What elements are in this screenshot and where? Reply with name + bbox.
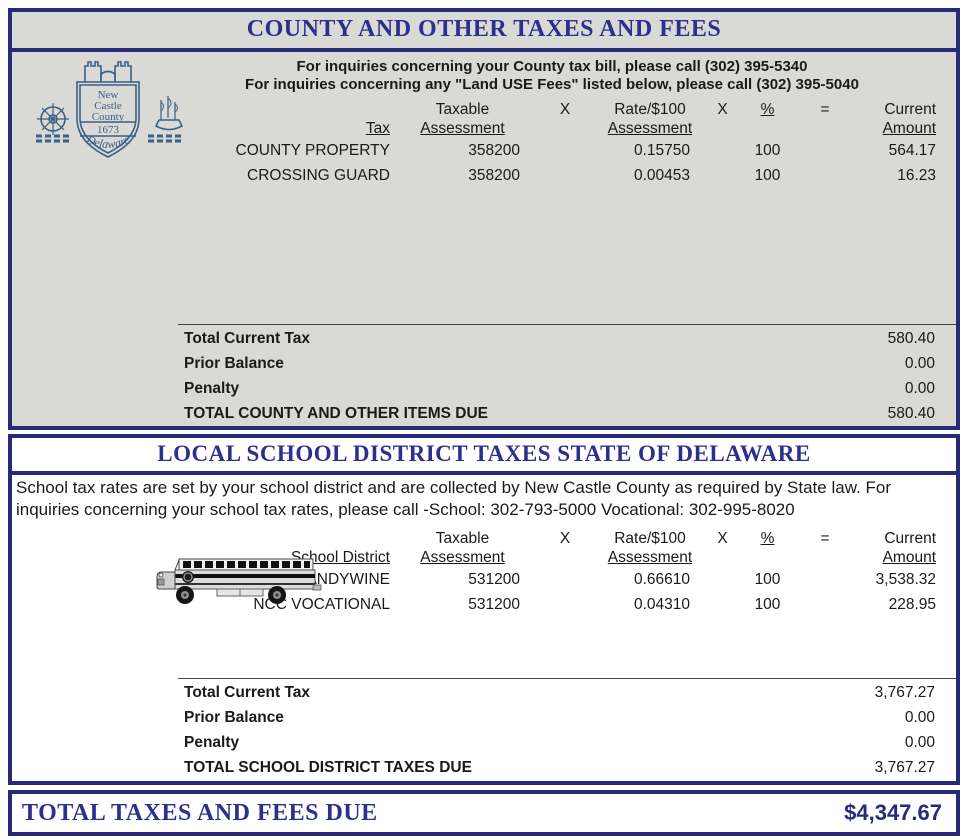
total-amount: 580.40 (887, 329, 935, 347)
row-percent: 100 (754, 571, 781, 588)
header-current-amount: Current Amount (882, 530, 936, 566)
seal-text-new: New (98, 89, 119, 101)
school-section-title: LOCAL SCHOOL DISTRICT TAXES STATE OF DEL… (12, 438, 956, 475)
school-totals: Total Current Tax 3,767.27 Prior Balance 0… (178, 678, 956, 780)
row-rate: 0.15750 (633, 142, 690, 159)
row-amount: 564.17 (888, 142, 936, 159)
header-times-2: X (717, 101, 728, 118)
county-totals: Total Current Tax 580.40 Prior Balance 0.0… (178, 324, 956, 426)
row-tax-name: COUNTY PROPERTY (235, 142, 390, 159)
total-row: Prior Balance 0.00 (178, 705, 956, 730)
total-label: Total Current Tax (184, 683, 311, 701)
school-section: LOCAL SCHOOL DISTRICT TAXES STATE OF DEL… (8, 434, 960, 785)
total-label: Total Current Tax (184, 329, 311, 347)
table-row: NCC VOCATIONAL 531200 0.04310 100 228.95 (12, 592, 956, 617)
row-assessment: 531200 (468, 571, 520, 588)
total-row: Prior Balance 0.00 (178, 351, 956, 376)
total-amount: 0.00 (904, 708, 935, 726)
total-row: Penalty 0.00 (178, 376, 956, 401)
school-intro-text: School tax rates are set by your school … (16, 478, 891, 519)
row-rate: 0.66610 (633, 571, 690, 588)
header-school-district: School District (290, 549, 390, 566)
county-inquiry-line-1: For inquiries concerning your County tax… (296, 58, 808, 75)
seal-text-year: 1673 (97, 124, 120, 136)
total-label: TOTAL SCHOOL DISTRICT TAXES DUE (184, 758, 472, 776)
header-times-1: X (559, 530, 571, 547)
header-equals: = (820, 101, 830, 118)
grand-total-bar: TOTAL TAXES AND FEES DUE $4,347.67 (8, 790, 960, 836)
row-percent: 100 (754, 142, 781, 159)
header-percent: % (760, 530, 775, 547)
row-rate: 0.04310 (633, 596, 690, 613)
header-rate: Rate/$100 Assessment (607, 530, 693, 566)
grand-total-amount: $4,347.67 (844, 800, 942, 825)
row-assessment: 531200 (468, 596, 520, 613)
total-row-grand: TOTAL SCHOOL DISTRICT TAXES DUE 3,767.27 (178, 755, 956, 780)
row-percent: 100 (754, 596, 781, 613)
school-table-header: School District Taxable Assessment X Rate… (12, 529, 956, 567)
table-row: CROSSING GUARD 358200 0.00453 100 16.23 (12, 163, 956, 188)
total-amount: 580.40 (887, 404, 935, 422)
header-taxable-assessment: Taxable Assessment (420, 101, 505, 137)
header-equals: = (820, 530, 830, 547)
seal-text-castle: Castle (94, 100, 122, 112)
new-castle-county-seal: New Castle County 1673 Delaware (32, 56, 184, 170)
seal-text-county: County (92, 111, 125, 123)
total-label: TOTAL COUNTY AND OTHER ITEMS DUE (184, 404, 488, 422)
school-bus-image (155, 557, 325, 605)
header-tax: Tax (365, 120, 390, 137)
row-amount: 228.95 (888, 596, 936, 613)
header-times-1: X (559, 101, 571, 118)
total-amount: 0.00 (904, 379, 935, 397)
total-row: Total Current Tax 580.40 (178, 326, 956, 351)
county-table-header: Tax Taxable Assessment X Rate/$100 Assessm… (12, 100, 956, 138)
table-row: BRANDYWINE 531200 0.66610 100 3,538.32 (12, 567, 956, 592)
total-amount: 3,767.27 (874, 683, 935, 701)
row-amount: 3,538.32 (875, 571, 936, 588)
total-label: Prior Balance (184, 354, 284, 372)
row-rate: 0.00453 (633, 167, 690, 184)
total-row: Total Current Tax 3,767.27 (178, 680, 956, 705)
total-amount: 3,767.27 (874, 758, 935, 776)
table-row: COUNTY PROPERTY 358200 0.15750 100 564.1… (12, 138, 956, 163)
total-label: Penalty (184, 379, 240, 397)
school-tax-table: School District Taxable Assessment X Rate… (12, 529, 956, 617)
header-times-2: X (717, 530, 728, 547)
school-section-body: School tax rates are set by your school … (12, 475, 956, 782)
county-section-body: New Castle County 1673 Delaware For inqu… (12, 52, 956, 428)
row-percent: 100 (754, 167, 781, 184)
county-section-title: COUNTY AND OTHER TAXES AND FEES (12, 12, 956, 52)
county-inquiry-line-2: For inquiries concerning any "Land USE F… (245, 76, 859, 93)
county-section: COUNTY AND OTHER TAXES AND FEES (8, 8, 960, 430)
row-tax-name: CROSSING GUARD (247, 167, 390, 184)
grand-total-label: TOTAL TAXES AND FEES DUE (22, 799, 378, 826)
total-amount: 0.00 (904, 733, 935, 751)
header-taxable-assessment: Taxable Assessment (420, 530, 505, 566)
header-rate: Rate/$100 Assessment (607, 101, 693, 137)
row-district-name: NCC VOCATIONAL (253, 596, 390, 613)
total-row-grand: TOTAL COUNTY AND OTHER ITEMS DUE 580.40 (178, 401, 956, 426)
header-current-amount: Current Amount (882, 101, 936, 137)
county-tax-table: Tax Taxable Assessment X Rate/$100 Assessm… (12, 100, 956, 188)
header-percent: % (760, 101, 775, 118)
total-label: Prior Balance (184, 708, 284, 726)
row-assessment: 358200 (468, 142, 520, 159)
total-row: Penalty 0.00 (178, 730, 956, 755)
total-label: Penalty (184, 733, 240, 751)
seal-text-delaware: Delaware (83, 132, 132, 151)
total-amount: 0.00 (904, 354, 935, 372)
svg-text:Delaware: Delaware (83, 132, 132, 151)
row-amount: 16.23 (897, 167, 936, 184)
row-assessment: 358200 (468, 167, 520, 184)
county-inquiry-lines: For inquiries concerning your County tax… (12, 52, 956, 94)
